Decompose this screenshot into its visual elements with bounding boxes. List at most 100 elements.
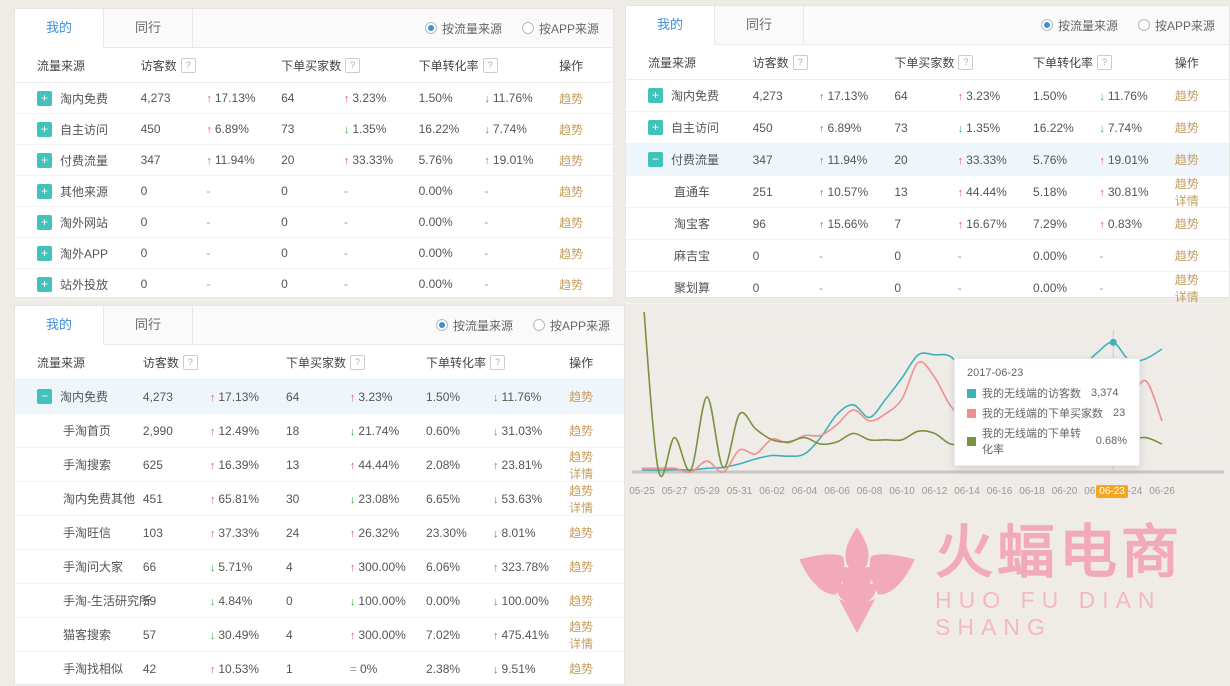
buyers-value: 13 bbox=[894, 184, 908, 199]
expand-icon[interactable]: + bbox=[37, 214, 52, 230]
buyers-value: 0 bbox=[894, 280, 902, 295]
conversion-rate-value: 5.18% bbox=[1033, 184, 1068, 199]
trend-link[interactable]: 趋势 bbox=[1174, 153, 1199, 167]
detail-link[interactable]: 详情 bbox=[1174, 193, 1199, 208]
change-value: 11.76% bbox=[492, 91, 533, 105]
trend-link[interactable]: 趋势 bbox=[1174, 217, 1199, 231]
trend-link[interactable]: 趋势 bbox=[1174, 272, 1199, 287]
detail-link[interactable]: 详情 bbox=[569, 636, 594, 651]
buyers-change: - bbox=[958, 249, 1033, 263]
radio-by-traffic-source[interactable]: 按流量来源 bbox=[1040, 17, 1118, 34]
detail-link[interactable]: 详情 bbox=[569, 500, 594, 515]
source-label: 自主访问 bbox=[60, 122, 109, 137]
up-arrow-icon: ↑ bbox=[484, 155, 490, 167]
trend-link[interactable]: 趋势 bbox=[1174, 176, 1199, 191]
expand-icon[interactable]: + bbox=[37, 152, 52, 168]
tab-peers[interactable]: 同行 bbox=[104, 9, 193, 47]
source-label: 手淘-生活研究所 bbox=[63, 594, 151, 608]
expand-icon[interactable]: + bbox=[648, 120, 663, 135]
change-empty: - bbox=[206, 215, 211, 229]
column-header: 流量来源 bbox=[626, 54, 753, 71]
trend-link[interactable]: 趋势 bbox=[569, 483, 594, 498]
buyers-change: ↑ 16.67% bbox=[958, 217, 1033, 231]
change-value: 10.53% bbox=[218, 661, 260, 676]
conversion-rate-value: 7.02% bbox=[426, 627, 461, 642]
tab-peers[interactable]: 同行 bbox=[104, 306, 193, 344]
trend-link[interactable]: 趋势 bbox=[559, 122, 584, 137]
visitors-value: 251 bbox=[752, 184, 773, 199]
trend-link[interactable]: 趋势 bbox=[1174, 249, 1199, 263]
conversion-rate-change: ↓ 8.01% bbox=[493, 526, 569, 540]
trend-link[interactable]: 趋势 bbox=[1174, 121, 1199, 135]
trend-link[interactable]: 趋势 bbox=[569, 560, 594, 574]
trend-link[interactable]: 趋势 bbox=[559, 184, 584, 199]
visitors-value: 0 bbox=[752, 248, 760, 263]
radio-by-traffic-source[interactable]: 按流量来源 bbox=[435, 317, 513, 334]
tab-mine[interactable]: 我的 bbox=[15, 9, 104, 48]
help-icon[interactable]: ? bbox=[482, 57, 498, 73]
tab-mine[interactable]: 我的 bbox=[15, 306, 104, 345]
table-row: 淘内免费其他 451 ↑ 65.81% 30 ↓ 23.08% 6.65% ↓ 53.63% 趋势详… bbox=[15, 482, 624, 516]
visitors-value: 4,273 bbox=[142, 389, 173, 404]
help-icon[interactable]: ? bbox=[1097, 54, 1113, 70]
radio-by-app-source[interactable]: 按APP来源 bbox=[1137, 17, 1215, 34]
buyers-change: ↑ 3.23% bbox=[350, 390, 426, 404]
collapse-icon[interactable]: − bbox=[648, 152, 663, 167]
trend-link[interactable]: 趋势 bbox=[569, 594, 594, 608]
down-arrow-icon: ↓ bbox=[493, 527, 499, 540]
expand-icon[interactable]: + bbox=[37, 121, 52, 137]
detail-link[interactable]: 详情 bbox=[1174, 289, 1199, 304]
buyers-value: 73 bbox=[281, 122, 295, 136]
trend-link[interactable]: 趋势 bbox=[569, 424, 594, 438]
tooltip-item-label: 我的无线端的下单买家数 bbox=[982, 408, 1103, 420]
radio-by-app-source[interactable]: 按APP来源 bbox=[521, 20, 599, 37]
up-arrow-icon: ↑ bbox=[206, 124, 212, 136]
trend-link[interactable]: 趋势 bbox=[559, 153, 584, 168]
trend-link[interactable]: 趋势 bbox=[559, 277, 584, 292]
help-icon[interactable]: ? bbox=[792, 54, 808, 70]
column-header: 下单买家数? bbox=[894, 54, 1033, 71]
conversion-rate-value: 0.60% bbox=[426, 423, 461, 438]
trend-link[interactable]: 趋势 bbox=[559, 246, 584, 261]
expand-icon[interactable]: + bbox=[37, 183, 52, 199]
trend-link[interactable]: 趋势 bbox=[569, 449, 594, 464]
logo-title: 火蝠电商 bbox=[935, 519, 1184, 585]
tab-mine[interactable]: 我的 bbox=[626, 6, 715, 45]
conversion-rate-change: - bbox=[484, 184, 559, 198]
radio-label: 按APP来源 bbox=[538, 21, 599, 36]
help-icon[interactable]: ? bbox=[958, 54, 974, 70]
expand-icon[interactable]: + bbox=[37, 245, 52, 261]
trend-link[interactable]: 趋势 bbox=[1174, 89, 1199, 103]
source-cell: + 其他来源 bbox=[15, 183, 141, 200]
trend-link[interactable]: 趋势 bbox=[569, 390, 594, 404]
trend-link[interactable]: 趋势 bbox=[559, 215, 584, 230]
buyers-change: ↓ 21.74% bbox=[350, 424, 426, 438]
trend-link[interactable]: 趋势 bbox=[569, 526, 594, 540]
help-icon[interactable]: ? bbox=[350, 354, 365, 370]
collapse-icon[interactable]: − bbox=[37, 389, 52, 404]
trend-link[interactable]: 趋势 bbox=[569, 662, 594, 676]
radio-by-app-source[interactable]: 按APP来源 bbox=[532, 317, 610, 334]
conversion-rate-value: 0.00% bbox=[418, 184, 453, 198]
tab-peers[interactable]: 同行 bbox=[715, 6, 804, 44]
trend-link[interactable]: 趋势 bbox=[559, 91, 584, 106]
help-icon[interactable]: ? bbox=[490, 354, 506, 370]
trend-link[interactable]: 趋势 bbox=[569, 619, 594, 634]
help-icon[interactable]: ? bbox=[182, 354, 198, 370]
help-icon[interactable]: ? bbox=[180, 57, 196, 73]
source-cell: 麻吉宝 bbox=[626, 247, 753, 264]
buyers-value: 64 bbox=[281, 91, 295, 105]
expand-icon[interactable]: + bbox=[37, 90, 52, 106]
change-value: 5.71% bbox=[218, 559, 253, 574]
visitors-value: 0 bbox=[140, 184, 148, 198]
column-header: 下单买家数? bbox=[281, 57, 419, 74]
visitors-value: 57 bbox=[142, 627, 157, 642]
radio-by-traffic-source[interactable]: 按流量来源 bbox=[424, 20, 502, 37]
change-value: 23.08% bbox=[358, 491, 400, 506]
expand-icon[interactable]: + bbox=[37, 276, 52, 292]
help-icon[interactable]: ? bbox=[345, 57, 361, 73]
change-empty: - bbox=[343, 184, 348, 198]
expand-icon[interactable]: + bbox=[648, 88, 663, 103]
detail-link[interactable]: 详情 bbox=[569, 466, 594, 481]
x-axis-tick-label: 06-20 bbox=[1051, 486, 1078, 497]
